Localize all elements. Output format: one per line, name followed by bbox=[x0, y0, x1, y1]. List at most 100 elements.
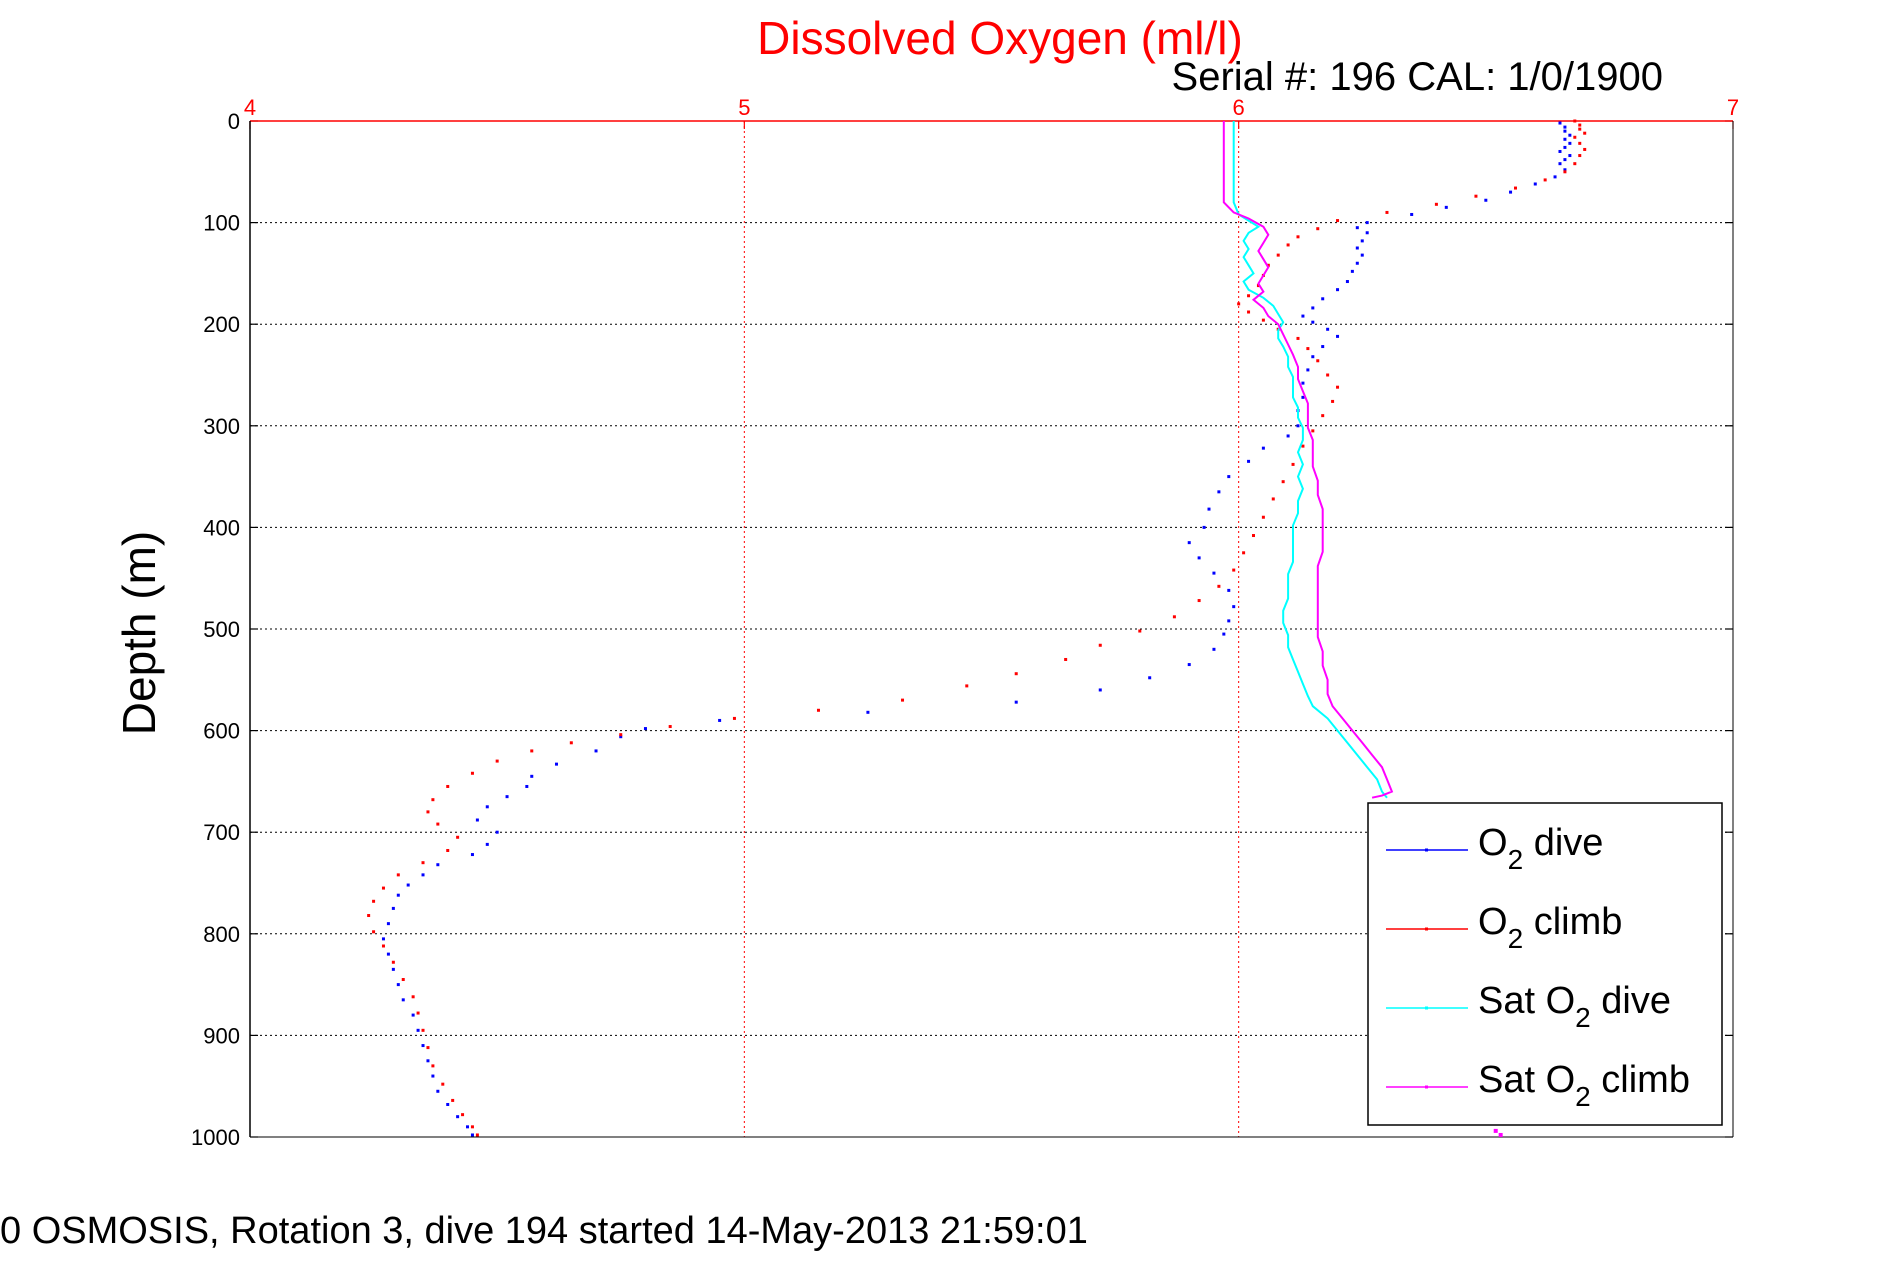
data-point bbox=[391, 906, 395, 910]
data-point bbox=[718, 718, 722, 722]
data-point bbox=[1286, 434, 1290, 438]
data-point bbox=[1014, 672, 1018, 676]
chart-subtitle: Serial #: 196 CAL: 1/0/1900 bbox=[1172, 55, 1663, 99]
data-point bbox=[1578, 127, 1582, 131]
data-point bbox=[1197, 556, 1201, 560]
data-point bbox=[485, 842, 489, 846]
series-layer bbox=[367, 119, 1587, 1137]
data-point bbox=[1563, 158, 1567, 162]
data-point bbox=[1281, 480, 1285, 484]
data-point bbox=[554, 762, 558, 766]
data-point bbox=[1301, 314, 1305, 318]
data-point bbox=[1296, 424, 1300, 428]
data-point bbox=[732, 716, 736, 720]
data-point bbox=[406, 883, 410, 887]
data-point bbox=[1321, 297, 1325, 301]
footer-caption: 0 OSMOSIS, Rotation 3, dive 194 started … bbox=[0, 1210, 1088, 1252]
legend-marker bbox=[1425, 1085, 1428, 1089]
data-point bbox=[466, 1125, 470, 1129]
data-point bbox=[1336, 385, 1340, 389]
data-point bbox=[436, 1089, 440, 1093]
data-point bbox=[416, 1028, 420, 1032]
data-point bbox=[426, 1046, 430, 1050]
data-point bbox=[475, 1133, 479, 1137]
data-point bbox=[386, 922, 390, 926]
data-point bbox=[470, 1133, 474, 1137]
data-point bbox=[485, 805, 489, 809]
data-point bbox=[367, 914, 371, 918]
data-point bbox=[431, 798, 435, 802]
data-point bbox=[1256, 284, 1260, 288]
data-point bbox=[1232, 568, 1236, 572]
data-point bbox=[1573, 162, 1577, 166]
data-point bbox=[381, 886, 385, 890]
data-point bbox=[1578, 141, 1582, 145]
data-point bbox=[1573, 135, 1577, 139]
data-point bbox=[530, 749, 534, 753]
x-tick-label: 7 bbox=[1727, 95, 1739, 120]
data-point bbox=[441, 1082, 445, 1086]
y-tick-label: 400 bbox=[203, 515, 240, 540]
data-point bbox=[1227, 619, 1231, 623]
data-point bbox=[643, 727, 647, 731]
data-point bbox=[1583, 147, 1587, 151]
data-point bbox=[1568, 133, 1572, 137]
data-point bbox=[1237, 302, 1241, 306]
data-point bbox=[1336, 288, 1340, 292]
data-point bbox=[1533, 182, 1537, 186]
data-point bbox=[381, 937, 385, 941]
series-o2-climb bbox=[367, 119, 1587, 1137]
series-o2-dive bbox=[381, 121, 1572, 1137]
data-point bbox=[1014, 700, 1018, 704]
data-point bbox=[1247, 459, 1251, 463]
legend-label: Sat O2 climb bbox=[1478, 1059, 1690, 1112]
data-point bbox=[436, 863, 440, 867]
data-point bbox=[1276, 253, 1280, 257]
data-point bbox=[1212, 647, 1216, 651]
data-point bbox=[1563, 137, 1567, 141]
legend-label: O2 dive bbox=[1478, 822, 1603, 875]
data-point bbox=[1148, 676, 1152, 680]
data-point bbox=[475, 818, 479, 822]
data-point bbox=[1321, 345, 1325, 349]
data-point bbox=[1222, 632, 1226, 636]
data-point bbox=[1247, 294, 1251, 298]
data-point bbox=[1385, 210, 1389, 214]
data-point bbox=[372, 899, 376, 903]
y-tick-label: 500 bbox=[203, 617, 240, 642]
data-point bbox=[1360, 239, 1364, 243]
data-point bbox=[1326, 327, 1330, 331]
data-point bbox=[1350, 269, 1354, 273]
data-point bbox=[416, 1011, 420, 1015]
y-tick-label: 0 bbox=[228, 109, 240, 134]
data-point bbox=[1365, 231, 1369, 235]
data-point bbox=[1474, 194, 1478, 198]
data-point bbox=[1355, 226, 1359, 230]
data-point bbox=[1296, 235, 1300, 239]
data-point bbox=[1484, 198, 1488, 202]
axes: 4 5 6 7 0 100 200 300 400 500 600 700 800 900 1000 bbox=[191, 95, 1739, 1150]
data-point bbox=[866, 710, 870, 714]
y-tick-label: 800 bbox=[203, 922, 240, 947]
data-point bbox=[1311, 429, 1315, 433]
data-point bbox=[1573, 119, 1577, 123]
data-point bbox=[1172, 615, 1176, 619]
data-point bbox=[1563, 168, 1567, 172]
data-point bbox=[1301, 381, 1305, 385]
data-point bbox=[1563, 170, 1567, 174]
data-point bbox=[1336, 219, 1340, 223]
data-point bbox=[1509, 190, 1513, 194]
data-point bbox=[495, 830, 499, 834]
data-point bbox=[401, 998, 405, 1002]
data-point bbox=[1064, 657, 1068, 661]
data-point bbox=[965, 684, 969, 688]
data-point bbox=[470, 1125, 474, 1129]
data-point bbox=[816, 708, 820, 712]
data-point bbox=[1316, 359, 1320, 363]
data-point bbox=[1301, 444, 1305, 448]
legend-item: O2 climb bbox=[1386, 901, 1622, 954]
data-point bbox=[1098, 688, 1102, 692]
y-tick-label: 1000 bbox=[191, 1125, 240, 1150]
data-point bbox=[1212, 571, 1216, 575]
data-point bbox=[530, 774, 534, 778]
